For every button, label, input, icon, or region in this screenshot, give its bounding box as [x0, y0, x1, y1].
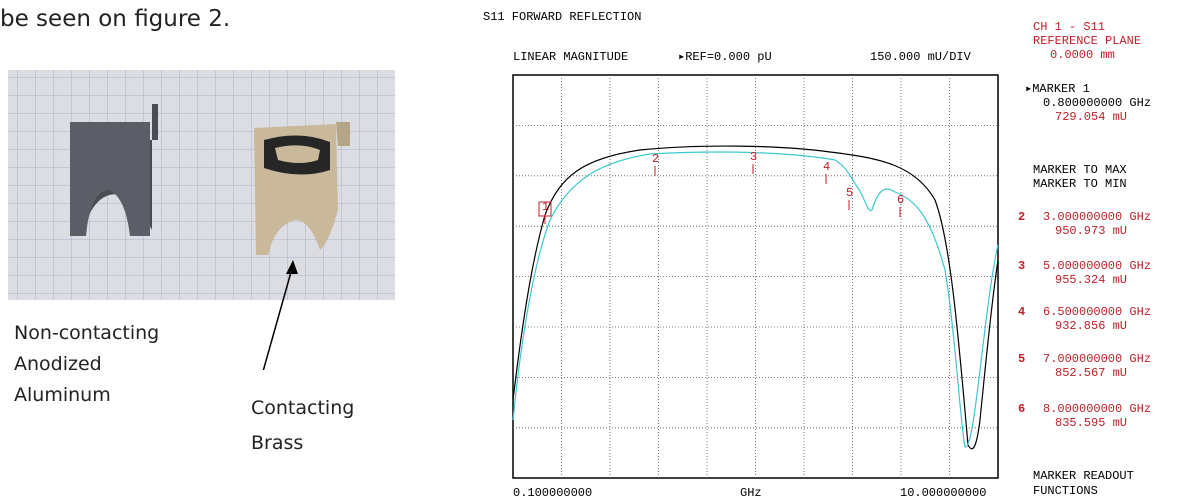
photo [8, 70, 395, 370]
plot-marker-label: 6 [897, 193, 904, 207]
intro-text: be seen on figure 2. [0, 6, 231, 32]
footer: MARKER READOUT [1033, 469, 1134, 483]
caption-line: Non-contacting [14, 322, 160, 344]
unit: GHz [740, 486, 762, 500]
start-freq: 0.100000000 [513, 486, 592, 500]
caption-line: Brass [251, 432, 304, 454]
marker-number: 5 [1018, 352, 1025, 366]
trace-black [512, 145, 999, 450]
caption-left: Non-contacting Anodized Aluminum [14, 318, 159, 411]
marker-freq: 3.000000000 GHz [1043, 210, 1151, 224]
caption-line: Aluminum [14, 384, 111, 406]
scale: 150.000 mU/DIV [870, 50, 972, 64]
format: LINEAR MAGNITUDE [513, 50, 628, 64]
reference: ▸REF=0.000 pU [678, 50, 772, 64]
plot-marker-label: 2 [652, 152, 659, 166]
active-marker-freq: 0.800000000 GHz [1043, 96, 1151, 110]
function: MARKER TO MIN [1033, 177, 1127, 191]
analyzer-screen: S11 FORWARD REFLECTION LINEAR MAGNITUDE … [483, 10, 1151, 500]
marker-freq: 8.000000000 GHz [1043, 402, 1151, 416]
marker-number: 4 [1018, 305, 1025, 319]
caption-line: Anodized [14, 353, 102, 375]
marker-number: 3 [1018, 259, 1025, 273]
marker-freq: 5.000000000 GHz [1043, 259, 1151, 273]
channel: REFERENCE PLANE [1033, 34, 1141, 48]
arrow [262, 264, 294, 370]
plot-marker-label: 1 [542, 200, 549, 214]
marker-number: 2 [1018, 210, 1025, 224]
stop-freq: 10.000000000 [900, 486, 986, 500]
caption-right: Contacting Brass [251, 391, 354, 461]
plot-marker-label: 4 [823, 160, 830, 174]
trace-cyan [512, 151, 999, 448]
screen-title: S11 FORWARD REFLECTION [483, 10, 641, 24]
marker-freq: 7.000000000 GHz [1043, 352, 1151, 366]
marker-freq: 6.500000000 GHz [1043, 305, 1151, 319]
marker-value: 852.567 mU [1055, 366, 1127, 380]
marker-value: 835.595 mU [1055, 416, 1127, 430]
grid [513, 75, 998, 478]
arrow-head [286, 260, 298, 274]
channel: 0.0000 mm [1050, 48, 1115, 62]
caption-line: Contacting [251, 397, 355, 419]
marker-number: 6 [1018, 402, 1025, 416]
plot-marker-label: 3 [750, 150, 757, 164]
marker-value: 932.856 mU [1055, 319, 1127, 333]
channel: CH 1 - S11 [1033, 20, 1105, 34]
footer: FUNCTIONS [1033, 484, 1098, 498]
marker-value: 955.324 mU [1055, 273, 1127, 287]
marker-value: 950.973 mU [1055, 224, 1127, 238]
active-marker-value: 729.054 mU [1055, 110, 1127, 124]
function: MARKER TO MAX [1033, 163, 1127, 177]
plot-marker-label: 5 [846, 186, 853, 200]
active-marker: ▸MARKER 1 [1025, 82, 1090, 96]
